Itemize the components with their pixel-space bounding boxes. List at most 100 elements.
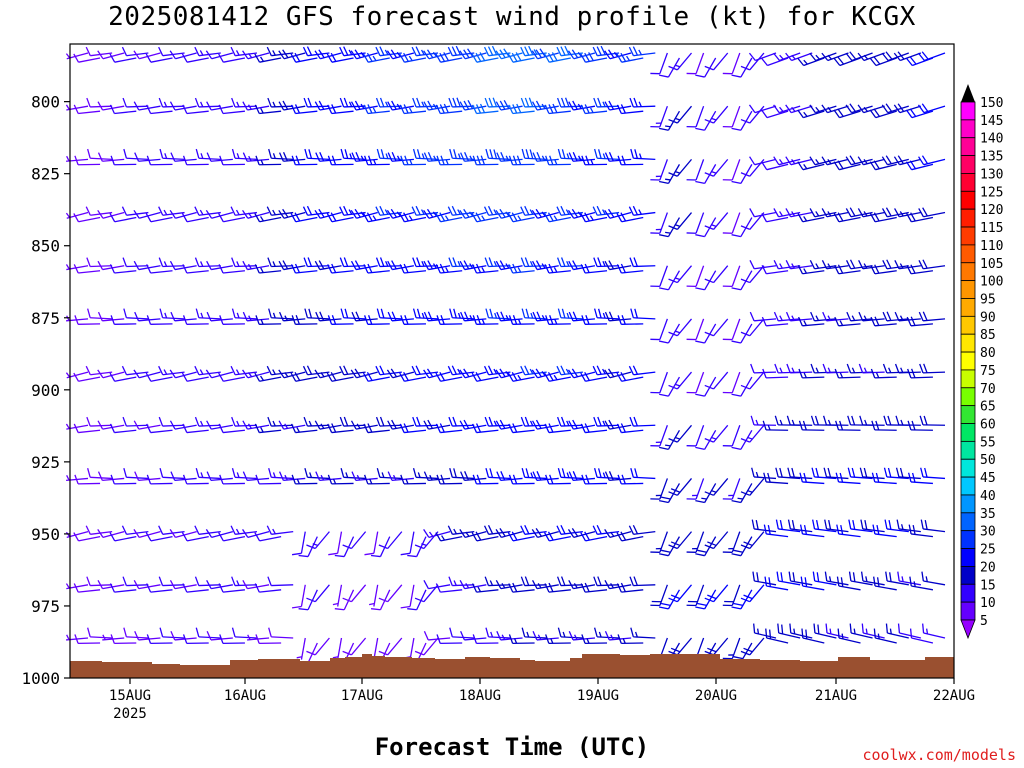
wind-barb-flag bbox=[833, 213, 840, 223]
wind-barb-flag bbox=[386, 209, 394, 219]
wind-barb-flag bbox=[800, 576, 804, 587]
wind-barb-shaft bbox=[713, 52, 729, 71]
wind-barb-shaft bbox=[713, 318, 729, 337]
y-tick-label: 925 bbox=[31, 453, 60, 472]
wind-barb-flag bbox=[475, 104, 482, 114]
wind-barb-shaft bbox=[90, 371, 113, 376]
wind-barb-flag bbox=[910, 212, 916, 222]
wind-barb-half-flag bbox=[815, 54, 820, 60]
wind-barb-half-flag bbox=[284, 423, 289, 429]
wind-barb-half-flag bbox=[598, 631, 602, 638]
wind-barb-shaft bbox=[659, 52, 668, 74]
wind-barb-flag bbox=[568, 311, 574, 322]
wind-barb-flag bbox=[181, 532, 188, 542]
wind-barb-half-flag bbox=[260, 319, 264, 325]
wind-barb-flag bbox=[231, 416, 236, 427]
wind-barb-shaft bbox=[102, 584, 125, 590]
wind-barb-flag bbox=[416, 308, 421, 319]
wind-barb-half-flag bbox=[863, 263, 868, 269]
wind-barb-flag bbox=[543, 372, 550, 382]
wind-barb-flag bbox=[761, 316, 767, 327]
colorbar-segment bbox=[960, 173, 976, 192]
wind-barb-flag bbox=[254, 264, 260, 274]
wind-barb-flag bbox=[169, 529, 176, 538]
wind-barb-flag bbox=[531, 529, 539, 538]
wind-barb-flag bbox=[451, 365, 457, 375]
wind-barb-shaft bbox=[174, 265, 197, 271]
wind-barb-flag bbox=[315, 311, 321, 322]
wind-barb-flag bbox=[507, 372, 514, 382]
wind-barb-flag bbox=[231, 257, 236, 267]
wind-barb-half-flag bbox=[875, 372, 880, 378]
wind-barb-half-flag bbox=[312, 543, 319, 547]
wind-barb-flag bbox=[849, 103, 856, 112]
wind-barb-flag bbox=[632, 205, 639, 216]
wind-barb-flag bbox=[544, 423, 550, 433]
wind-barb-flag bbox=[659, 127, 669, 131]
wind-barb-flag bbox=[181, 213, 188, 223]
wind-barb-flag bbox=[304, 308, 309, 318]
wind-barb-flag bbox=[922, 259, 928, 269]
wind-barb-shaft bbox=[102, 371, 125, 379]
wind-barb-half-flag bbox=[827, 367, 832, 373]
wind-barb-half-flag bbox=[553, 267, 558, 273]
wind-barb-shaft bbox=[704, 217, 717, 237]
wind-barb-flag bbox=[423, 369, 430, 379]
wind-barb-flag bbox=[549, 155, 554, 165]
wind-barb-shaft bbox=[78, 589, 101, 593]
wind-barb-flag bbox=[604, 471, 610, 481]
wind-barb-flag bbox=[194, 416, 200, 427]
wind-barb-shaft bbox=[150, 270, 173, 274]
wind-barb-flag bbox=[306, 544, 316, 550]
wind-barb-half-flag bbox=[360, 103, 365, 109]
wind-barb-flag bbox=[483, 206, 490, 216]
wind-barb-shaft bbox=[379, 536, 391, 557]
wind-barb-flag bbox=[343, 257, 349, 267]
wind-barb-half-flag bbox=[863, 158, 868, 165]
wind-barb-shaft bbox=[754, 105, 777, 114]
wind-barb-half-flag bbox=[541, 371, 546, 377]
wind-barb-flag bbox=[342, 544, 352, 550]
wind-barb-flag bbox=[803, 472, 807, 483]
wind-barb-flag bbox=[608, 49, 615, 59]
wind-barb-flag bbox=[472, 474, 478, 485]
wind-barb-flag bbox=[779, 520, 783, 530]
wind-barb-flag bbox=[476, 474, 482, 484]
colorbar-label: 140 bbox=[980, 132, 1003, 147]
wind-barb-flag bbox=[354, 260, 361, 270]
wind-barb-half-flag bbox=[803, 320, 807, 326]
wind-barb-flag bbox=[423, 529, 430, 538]
x-axis-title: Forecast Time (UTC) bbox=[374, 733, 650, 761]
wind-barb-flag bbox=[415, 46, 421, 56]
wind-barb-flag bbox=[593, 257, 598, 267]
wind-barb-half-flag bbox=[565, 368, 570, 375]
wind-barb-flag bbox=[242, 420, 248, 430]
wind-barb-flag bbox=[560, 365, 566, 375]
wind-barb-flag bbox=[869, 161, 876, 171]
wind-barb-flag bbox=[73, 423, 79, 433]
wind-barb-half-flag bbox=[851, 367, 856, 373]
wind-barb-shaft bbox=[731, 584, 741, 606]
wind-barb-flag bbox=[740, 650, 751, 656]
wind-barb-half-flag bbox=[260, 267, 264, 273]
wind-barb-shaft bbox=[754, 211, 777, 218]
wind-barb-shaft bbox=[766, 270, 789, 275]
wind-barb-flag bbox=[921, 103, 929, 112]
wind-barb-flag bbox=[375, 416, 381, 427]
wind-barb-shaft bbox=[222, 589, 245, 593]
wind-barb-half-flag bbox=[469, 211, 474, 217]
wind-barb-flag bbox=[407, 608, 417, 611]
wind-barb-flag bbox=[355, 311, 361, 321]
wind-barb-flag bbox=[616, 264, 622, 274]
wind-barb-half-flag bbox=[432, 51, 438, 58]
wind-barb-half-flag bbox=[853, 628, 856, 635]
wind-barb-shaft bbox=[90, 52, 113, 57]
wind-barb-half-flag bbox=[602, 209, 606, 215]
wind-barb-shaft bbox=[778, 632, 801, 639]
wind-barb-flag bbox=[427, 311, 433, 321]
wind-barb-flag bbox=[379, 205, 385, 216]
wind-barb-half-flag bbox=[65, 264, 70, 270]
wind-barb-flag bbox=[367, 423, 373, 433]
wind-barb-flag bbox=[134, 471, 140, 481]
wind-barb-shaft bbox=[659, 265, 668, 287]
